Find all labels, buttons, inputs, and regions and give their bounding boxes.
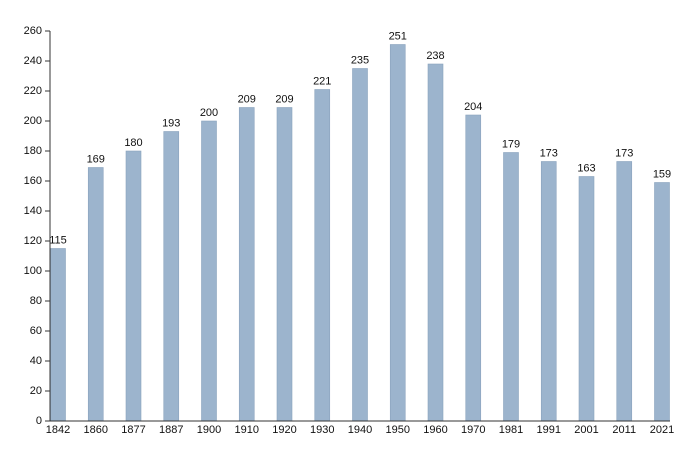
value-label: 169 [87, 153, 105, 165]
value-label: 173 [540, 147, 558, 159]
x-tick-label: 1887 [159, 424, 183, 436]
bar [352, 68, 368, 422]
x-tick-label: 1930 [310, 424, 334, 436]
bar [578, 176, 595, 422]
y-tick-label: 140 [24, 205, 42, 217]
x-tick-label: 1877 [121, 424, 145, 436]
y-tick-label: 0 [36, 415, 42, 427]
y-tick-label: 100 [24, 265, 42, 277]
y-tick-label: 120 [24, 235, 42, 247]
value-labels: 115 169 180 193 200 209 209 221 235 251 238 204 179 1… [49, 30, 671, 246]
x-tick-label: 2011 [612, 424, 636, 436]
y-tick-label: 220 [24, 85, 42, 97]
x-tick-label: 1920 [272, 424, 296, 436]
value-label: 179 [502, 138, 520, 150]
y-tick-label: 180 [24, 145, 42, 157]
x-tick-label: 1991 [537, 424, 561, 436]
x-tick-label: 1970 [461, 424, 485, 436]
value-label: 204 [464, 101, 482, 113]
bar [654, 182, 670, 422]
value-label: 173 [615, 147, 633, 159]
bar [50, 248, 66, 422]
x-tick-label: 1960 [423, 424, 447, 436]
bar [163, 131, 180, 422]
bar [238, 107, 255, 422]
bar [616, 161, 633, 422]
x-tick-label: 1860 [84, 424, 108, 436]
bar [314, 89, 331, 422]
value-label: 209 [238, 93, 256, 105]
bar [201, 120, 217, 422]
value-label: 200 [200, 107, 218, 119]
x-tick-label: 1900 [197, 424, 221, 436]
axes: 0 20 40 60 80 100 120 140 160 180 200 220 240 260 1842… [24, 25, 675, 436]
x-tick-label: 1842 [46, 424, 70, 436]
x-tick-label: 1910 [235, 424, 259, 436]
bar [276, 107, 293, 422]
bars [50, 44, 670, 422]
x-tick-label: 2021 [650, 424, 674, 436]
y-tick-label: 200 [24, 115, 42, 127]
value-label: 238 [426, 50, 444, 62]
y-tick-label: 240 [24, 55, 42, 67]
y-tick-label: 260 [24, 25, 42, 37]
value-label: 251 [389, 30, 407, 42]
y-tick-label: 40 [30, 355, 42, 367]
bar [427, 63, 444, 422]
value-label: 221 [313, 75, 331, 87]
x-tick-label: 1950 [386, 424, 410, 436]
value-label: 159 [653, 168, 671, 180]
x-tick-label: 1940 [348, 424, 372, 436]
x-tick-label: 1981 [499, 424, 523, 436]
value-label: 163 [577, 162, 595, 174]
bar [540, 161, 557, 422]
y-tick-label: 20 [30, 385, 42, 397]
bar [125, 150, 142, 422]
value-label: 193 [162, 117, 180, 129]
value-label: 180 [124, 137, 142, 149]
y-tick-label: 60 [30, 325, 42, 337]
bar [87, 167, 104, 422]
value-label: 209 [275, 93, 293, 105]
x-tick-label: 2001 [574, 424, 598, 436]
value-label: 115 [49, 234, 67, 246]
y-tick-label: 80 [30, 295, 42, 307]
bar [465, 114, 482, 422]
value-label: 235 [351, 54, 369, 66]
y-tick-label: 160 [24, 175, 42, 187]
bar [503, 152, 519, 422]
bar [389, 44, 406, 422]
